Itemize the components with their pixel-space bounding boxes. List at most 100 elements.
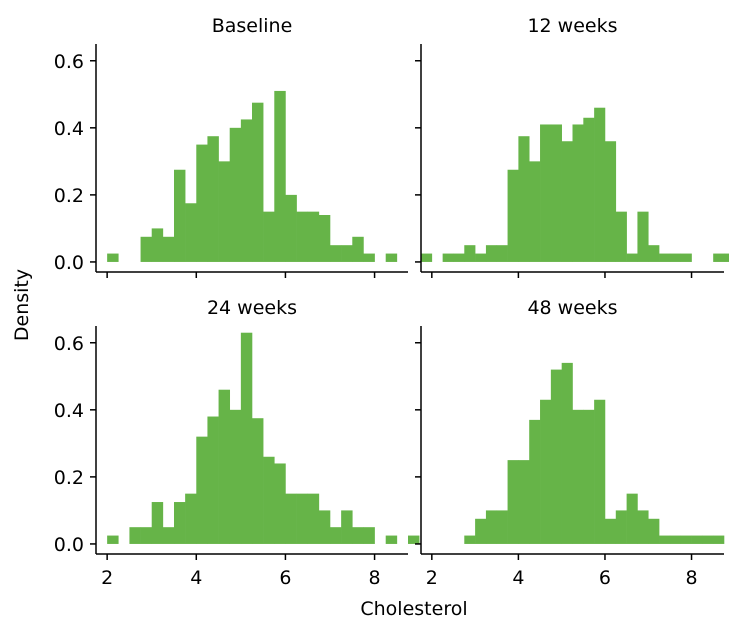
histogram-bar	[529, 161, 541, 262]
histogram-bar	[561, 141, 573, 262]
histogram-bar	[263, 456, 275, 544]
histogram-bar	[648, 518, 660, 544]
histogram-bar	[363, 253, 375, 262]
panel-3: 24 weeks 0.0 0.2 0.4 0.6 2 4 6 8	[54, 297, 420, 589]
histogram-bar	[218, 389, 231, 544]
histogram-bar	[713, 253, 725, 262]
histogram-bar	[572, 124, 584, 262]
histogram-bar	[507, 169, 519, 262]
histogram-bar	[229, 127, 242, 262]
histogram-bar	[680, 253, 692, 262]
y-tick-label: 0.6	[54, 333, 84, 355]
histogram-bar	[385, 253, 398, 262]
histogram-bar	[107, 253, 119, 262]
histogram-bar	[442, 253, 454, 262]
x-tick-label: 2	[426, 567, 438, 589]
histogram-bar	[724, 253, 729, 262]
x-tick-label: 4	[512, 567, 524, 589]
histogram-bar	[196, 436, 208, 544]
histogram-bar	[615, 211, 627, 262]
histogram-bar	[637, 510, 649, 544]
y-tick-label: 0.6	[54, 51, 84, 73]
histogram-bar	[240, 119, 253, 262]
histogram-bar	[669, 535, 682, 544]
histogram-bar	[507, 460, 519, 544]
x-tick-label: 6	[599, 567, 611, 589]
x-tick-label: 4	[190, 567, 202, 589]
histogram-bar	[107, 535, 119, 544]
histogram-bar	[669, 253, 682, 262]
panels-layer: Baseline 0.0 0.2 0.4 0.6 12 weeks 24 weeks 0.0 0…	[54, 15, 729, 589]
x-axis-label: Cholesterol	[360, 598, 467, 620]
panel-title: Baseline	[212, 15, 293, 37]
histogram-bar	[583, 409, 595, 544]
histogram-bar	[185, 203, 197, 262]
histogram-bar	[196, 144, 208, 262]
histogram-bar	[240, 332, 253, 544]
histogram-bar	[485, 245, 498, 262]
histogram-bar	[518, 460, 530, 544]
histogram-bar	[659, 535, 671, 544]
y-tick-label: 0.4	[54, 400, 84, 422]
histogram-bar	[285, 194, 297, 262]
histogram-bar	[151, 228, 164, 262]
histogram-bar	[604, 141, 617, 262]
histogram-bar	[330, 245, 342, 262]
histogram-bar	[207, 136, 219, 262]
histogram-bar	[274, 90, 286, 262]
histogram-bar	[475, 518, 487, 544]
histogram-bar	[453, 253, 465, 262]
histogram-bar	[615, 510, 627, 544]
y-tick-label: 0.0	[54, 252, 84, 274]
histogram-bar	[151, 502, 164, 544]
histogram-bar	[207, 416, 219, 544]
panel-4: 48 weeks 2 4 6 8	[415, 297, 725, 589]
y-axis-label: Density	[11, 269, 33, 341]
histogram-bar	[540, 399, 552, 544]
panel-title: 24 weeks	[207, 297, 297, 319]
histogram-bar	[637, 211, 649, 262]
histogram-bar	[363, 527, 375, 544]
y-tick-label: 0.4	[54, 118, 84, 140]
histogram-bar	[680, 535, 692, 544]
histogram-bar	[330, 527, 342, 544]
histogram-bar	[185, 493, 197, 544]
histogram-bar	[263, 211, 275, 262]
histogram-bar	[648, 245, 660, 262]
histogram-bar	[385, 535, 398, 544]
panel-title: 48 weeks	[527, 297, 617, 319]
histogram-bar	[561, 362, 573, 544]
histogram-bar	[274, 463, 286, 544]
histogram-bar	[352, 527, 364, 544]
x-tick-label: 6	[279, 567, 291, 589]
histogram-bar	[318, 215, 331, 262]
histogram-bar	[140, 236, 153, 262]
histogram-bar	[140, 527, 153, 544]
histogram-bar	[583, 117, 595, 262]
histogram-bar	[659, 253, 671, 262]
histogram-bar	[174, 502, 186, 544]
x-tick-label: 2	[101, 567, 113, 589]
histogram-bar	[296, 493, 309, 544]
histogram-bar	[421, 253, 433, 262]
histogram-bar	[475, 253, 487, 262]
histogram-bar	[518, 136, 530, 262]
histogram-bar	[129, 527, 141, 544]
histogram-bar	[529, 419, 541, 544]
histogram-bar	[626, 493, 638, 544]
histogram-bar	[229, 409, 242, 544]
histogram-bar	[713, 535, 725, 544]
histogram-bar	[252, 418, 264, 544]
histogram-bar	[341, 510, 353, 544]
histogram-bar	[318, 510, 331, 544]
histogram-bar	[572, 409, 584, 544]
panel-title: 12 weeks	[527, 15, 617, 37]
histogram-bar	[550, 124, 562, 262]
histogram-bar	[341, 245, 353, 262]
histogram-bar	[352, 236, 364, 262]
histogram-bar	[162, 527, 175, 544]
histogram-bar	[464, 245, 476, 262]
histogram-bar	[307, 211, 320, 262]
histogram-bar	[174, 169, 186, 262]
